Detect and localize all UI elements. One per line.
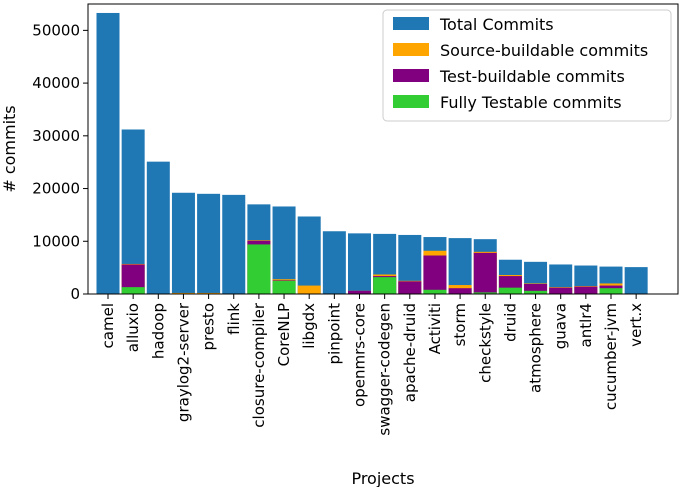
bar-source-buildable-commits-graylog2-server: [171, 292, 195, 294]
y-tick-label: 30000: [32, 127, 80, 145]
bar-source-buildable-commits-libgdx: [297, 285, 321, 294]
x-tick-label: guava: [552, 303, 570, 349]
x-tick-label: openmrs-core: [351, 303, 369, 407]
bar-total-commits-guava: [549, 264, 573, 294]
bar-test-buildable-commits-guava: [549, 287, 573, 294]
bar-source-buildable-commits-presto: [197, 292, 221, 294]
plot-border: [87, 3, 679, 295]
x-tick-label: atmosphere: [527, 303, 545, 393]
bar-series: [96, 12, 648, 295]
bar-fully-testable-commits-activiti: [423, 289, 447, 294]
y-tick-label: 40000: [32, 74, 80, 92]
x-tick-label: storm: [451, 303, 469, 346]
legend-label: Test-buildable commits: [439, 67, 625, 86]
bar-total-commits-hadoop: [146, 161, 170, 294]
legend-label: Total Commits: [439, 15, 554, 34]
x-tick-label: flink: [225, 303, 243, 335]
x-tick-label: camel: [99, 303, 117, 348]
x-tick-label: alluxio: [124, 303, 142, 352]
legend-swatch: [393, 95, 429, 108]
x-tick-label: apache-druid: [401, 303, 419, 402]
bar-total-commits-corenlp: [272, 206, 296, 294]
bar-test-buildable-commits-activiti: [423, 255, 447, 294]
bar-test-buildable-commits-openmrs-core: [348, 290, 371, 294]
x-tick-label: antlr4: [577, 303, 595, 347]
x-tick-label: libgdx: [300, 303, 318, 349]
x-tick-label: hadoop: [149, 303, 167, 359]
bar-fully-testable-commits-closure-compiler: [247, 244, 271, 294]
legend-box: [382, 9, 672, 122]
bar-total-commits-flink: [222, 194, 246, 294]
x-tick-label: checkstyle: [476, 303, 494, 383]
x-tick-label: CoreNLP: [275, 303, 293, 366]
y-tick-label: 20000: [32, 180, 80, 198]
bar-total-commits-pinpoint: [322, 231, 346, 294]
x-tick-label: vert.x: [627, 303, 645, 347]
bar-fully-testable-commits-druid: [498, 287, 522, 294]
bar-total-commits-camel: [96, 12, 120, 295]
legend-swatch: [393, 69, 429, 82]
legend-label: Source-buildable commits: [440, 41, 648, 60]
bar-total-commits-apache-druid: [398, 234, 422, 294]
bar-total-commits-alluxio: [121, 129, 145, 294]
bar-total-commits-vert-x: [624, 267, 648, 294]
bar-total-commits-graylog2-server: [171, 192, 195, 294]
legend-swatch: [393, 43, 429, 56]
bar-fully-testable-commits-checkstyle: [473, 292, 497, 294]
legend-label: Fully Testable commits: [440, 93, 622, 112]
x-tick-label: closure-compiler: [250, 302, 268, 428]
bar-test-buildable-commits-alluxio: [121, 264, 145, 294]
bar-fully-testable-commits-atmosphere: [524, 290, 548, 294]
bar-test-buildable-commits-atmosphere: [524, 283, 548, 294]
bar-total-commits-presto: [197, 193, 221, 294]
y-tick-label: 0: [70, 285, 80, 303]
bar-fully-testable-commits-swagger-codegen: [373, 277, 397, 294]
bar-total-commits-storm: [448, 238, 472, 294]
x-tick-label: pinpoint: [325, 303, 343, 365]
plot-frame: [87, 3, 679, 295]
x-tick-label: swagger-codegen: [376, 303, 394, 436]
y-axis-title: # commits: [0, 105, 19, 192]
bar-total-commits-libgdx: [297, 216, 321, 294]
bar-fully-testable-commits-corenlp: [272, 280, 296, 294]
legend-swatch: [393, 17, 429, 30]
x-tick-label: Activiti: [426, 303, 444, 354]
legend: Total Commits Source-buildable commits Tes…: [382, 9, 672, 122]
y-axis: 0 10000 20000 30000 40000 50000: [32, 21, 88, 303]
bar-fully-testable-commits-alluxio: [121, 287, 145, 294]
x-tick-label: cucumber-jvm: [602, 303, 620, 410]
x-axis-title: Projects: [351, 469, 414, 487]
y-tick-label: 50000: [32, 21, 80, 39]
bar-test-buildable-commits-checkstyle: [473, 252, 497, 294]
bar-fully-testable-commits-cucumber-jvm: [599, 288, 623, 294]
x-tick-label: graylog2-server: [174, 302, 192, 422]
x-tick-label: druid: [501, 303, 519, 342]
bar-total-commits-openmrs-core: [348, 233, 371, 294]
y-tick-label: 10000: [32, 232, 80, 250]
bar-test-buildable-commits-storm: [448, 288, 472, 294]
bar-test-buildable-commits-antlr4: [574, 286, 598, 294]
x-tick-label: presto: [200, 303, 218, 350]
bar-test-buildable-commits-apache-druid: [398, 281, 422, 294]
x-axis: camel alluxio hadoop graylog2-server presto f…: [99, 294, 645, 436]
